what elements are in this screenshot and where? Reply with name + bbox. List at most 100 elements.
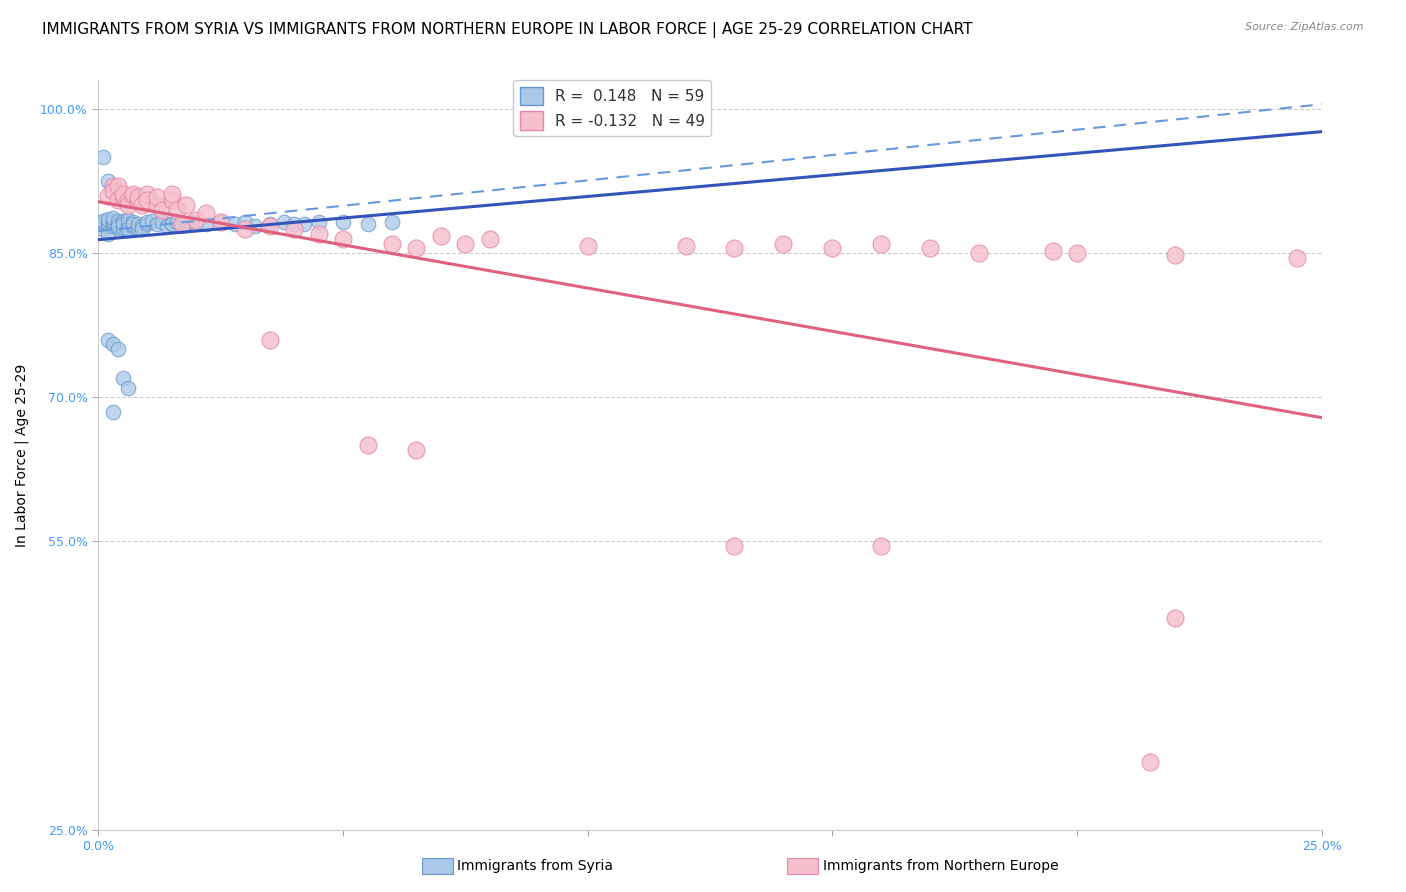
Point bbox=[121, 215, 143, 229]
Point bbox=[107, 343, 129, 357]
Point bbox=[920, 241, 942, 255]
Point bbox=[356, 218, 378, 232]
Text: Source: ZipAtlas.com: Source: ZipAtlas.com bbox=[1246, 22, 1364, 32]
Point bbox=[176, 218, 198, 232]
Point bbox=[97, 211, 120, 226]
Point bbox=[121, 219, 143, 234]
Point bbox=[107, 178, 129, 193]
Point bbox=[166, 215, 188, 229]
Y-axis label: In Labor Force | Age 25-29: In Labor Force | Age 25-29 bbox=[14, 363, 30, 547]
Point bbox=[381, 236, 404, 251]
Point bbox=[180, 215, 202, 229]
Point bbox=[723, 539, 745, 553]
Point bbox=[967, 246, 990, 260]
Point bbox=[381, 215, 404, 229]
Point bbox=[111, 221, 134, 235]
Point bbox=[117, 212, 139, 227]
Point bbox=[186, 218, 208, 232]
Point bbox=[146, 198, 169, 212]
Point bbox=[170, 218, 193, 232]
Text: Immigrants from Northern Europe: Immigrants from Northern Europe bbox=[823, 859, 1059, 873]
Point bbox=[111, 186, 134, 201]
Point bbox=[101, 184, 124, 198]
Point bbox=[1164, 248, 1187, 262]
Point bbox=[1139, 756, 1161, 770]
Point bbox=[166, 202, 188, 217]
Point bbox=[101, 405, 124, 419]
Point bbox=[186, 212, 208, 227]
Point bbox=[107, 194, 129, 208]
Point bbox=[273, 215, 295, 229]
Point bbox=[111, 188, 134, 202]
Point bbox=[131, 222, 153, 236]
Point bbox=[101, 213, 124, 227]
Point bbox=[136, 186, 159, 201]
Point bbox=[870, 236, 893, 251]
Point bbox=[131, 219, 153, 234]
Point bbox=[131, 198, 153, 212]
Point bbox=[150, 215, 173, 229]
Point bbox=[156, 219, 179, 234]
Point bbox=[195, 218, 218, 232]
Point bbox=[170, 218, 193, 232]
Point bbox=[136, 218, 159, 232]
Point bbox=[195, 206, 218, 220]
Point bbox=[117, 222, 139, 236]
Point bbox=[117, 218, 139, 232]
Point bbox=[308, 215, 330, 229]
Point bbox=[150, 202, 173, 217]
Point bbox=[160, 194, 183, 208]
Point bbox=[292, 218, 315, 232]
Point bbox=[1066, 246, 1088, 260]
Point bbox=[121, 188, 143, 202]
Point bbox=[136, 215, 159, 229]
Point bbox=[111, 215, 134, 229]
Point bbox=[97, 227, 120, 241]
Point bbox=[332, 215, 354, 229]
Point bbox=[1286, 251, 1309, 265]
Point bbox=[107, 221, 129, 235]
Point bbox=[97, 215, 120, 229]
Point bbox=[146, 190, 169, 204]
Point bbox=[870, 539, 893, 553]
Point bbox=[259, 333, 281, 347]
Point bbox=[101, 211, 124, 225]
Point bbox=[160, 218, 183, 232]
Point bbox=[127, 194, 149, 208]
Point bbox=[127, 218, 149, 232]
Point bbox=[1164, 611, 1187, 625]
Point bbox=[127, 221, 149, 235]
Point bbox=[209, 215, 232, 229]
Point bbox=[101, 215, 124, 229]
Point bbox=[101, 337, 124, 351]
Point bbox=[1042, 244, 1064, 259]
Point bbox=[176, 198, 198, 212]
Point bbox=[675, 238, 697, 252]
Point bbox=[356, 438, 378, 452]
Point bbox=[97, 219, 120, 234]
Point bbox=[478, 232, 501, 246]
Point bbox=[243, 219, 266, 234]
Point bbox=[146, 218, 169, 232]
Point bbox=[97, 333, 120, 347]
Point bbox=[101, 219, 124, 234]
Point bbox=[111, 218, 134, 232]
Legend: R =  0.148   N = 59, R = -0.132   N = 49: R = 0.148 N = 59, R = -0.132 N = 49 bbox=[513, 80, 711, 136]
Point bbox=[576, 238, 599, 252]
Point bbox=[430, 228, 453, 243]
Point bbox=[308, 227, 330, 241]
Point bbox=[111, 371, 134, 385]
Point bbox=[117, 198, 139, 212]
Point bbox=[772, 236, 794, 251]
Point bbox=[101, 178, 124, 193]
Point bbox=[91, 218, 114, 232]
Point bbox=[259, 218, 281, 232]
Point bbox=[107, 219, 129, 234]
Point bbox=[454, 236, 477, 251]
Point bbox=[97, 188, 120, 202]
Point bbox=[136, 194, 159, 208]
Point bbox=[107, 214, 129, 228]
Point bbox=[405, 443, 427, 458]
Point bbox=[111, 213, 134, 227]
Point bbox=[283, 218, 305, 232]
